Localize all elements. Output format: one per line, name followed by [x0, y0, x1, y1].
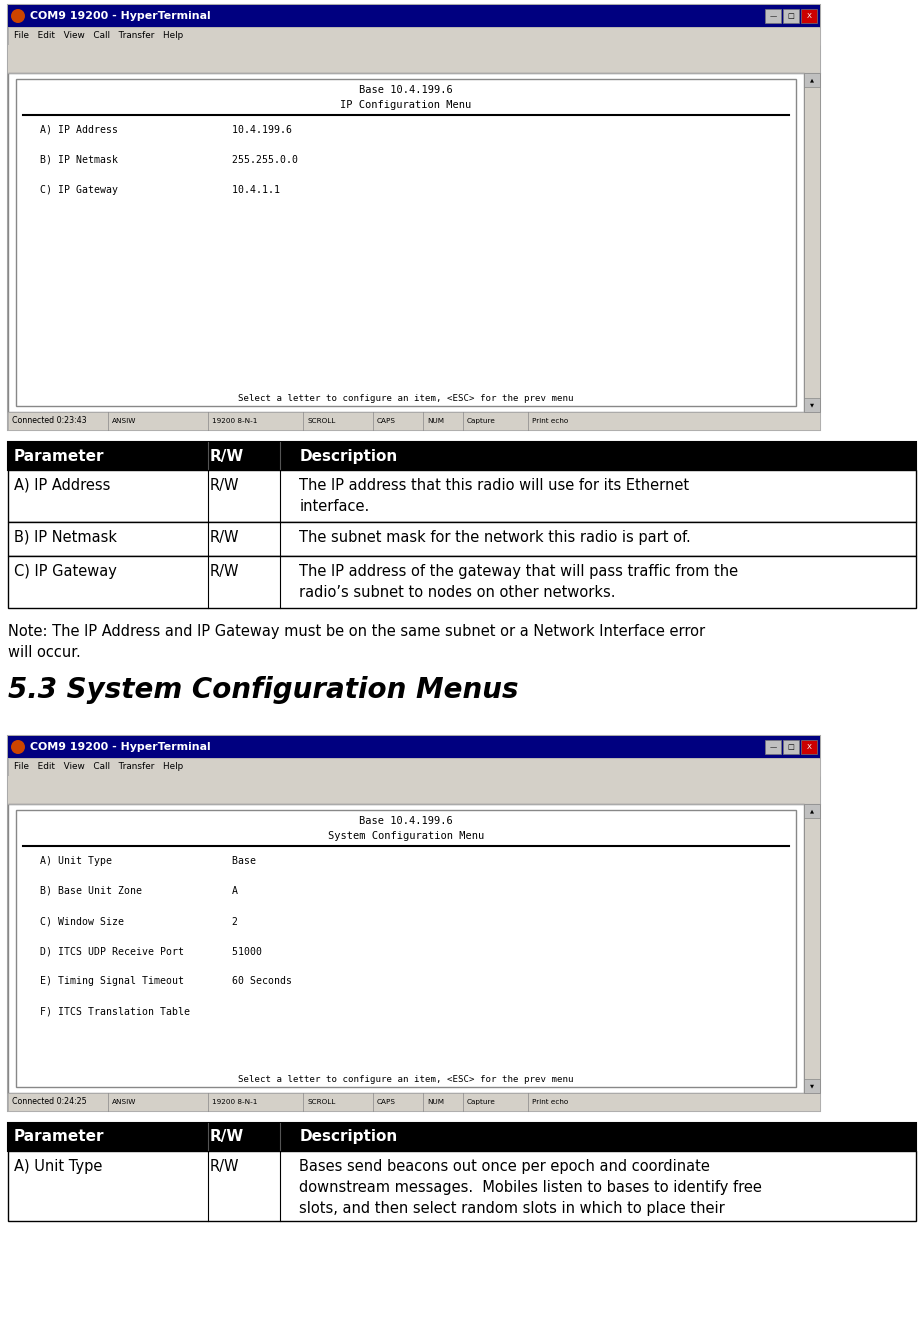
- Text: A) Unit Type: A) Unit Type: [14, 1158, 103, 1174]
- Text: Base 10.4.199.6: Base 10.4.199.6: [359, 85, 453, 96]
- Text: C) IP Gateway: C) IP Gateway: [14, 564, 116, 579]
- Bar: [8, 522, 916, 556]
- Text: Note: The IP Address and IP Gateway must be on the same subnet or a Network Inte: Note: The IP Address and IP Gateway must…: [8, 624, 705, 660]
- Text: ANSIW: ANSIW: [112, 418, 137, 425]
- Text: X: X: [807, 744, 811, 750]
- Text: C) Window Size                  2: C) Window Size 2: [16, 916, 238, 926]
- Text: The IP address that this radio will use for its Ethernet
interface.: The IP address that this radio will use …: [299, 478, 689, 514]
- Text: SCROLL: SCROLL: [307, 1099, 335, 1105]
- Bar: [804, 398, 820, 411]
- Bar: [8, 736, 820, 758]
- Bar: [8, 556, 916, 608]
- Bar: [8, 758, 820, 776]
- Text: Description: Description: [299, 1129, 397, 1144]
- Bar: [16, 80, 796, 406]
- Bar: [8, 73, 804, 411]
- Ellipse shape: [11, 740, 25, 754]
- Text: Capture: Capture: [467, 418, 496, 425]
- Bar: [804, 1079, 820, 1093]
- Text: ANSIW: ANSIW: [112, 1099, 137, 1105]
- Text: A) IP Address                   10.4.199.6: A) IP Address 10.4.199.6: [16, 125, 292, 135]
- Bar: [8, 27, 820, 45]
- Text: Description: Description: [299, 449, 397, 463]
- Bar: [8, 470, 916, 522]
- Text: R/W: R/W: [210, 449, 244, 463]
- Text: System Configuration Menu: System Configuration Menu: [328, 831, 484, 841]
- Text: R/W: R/W: [210, 564, 239, 579]
- Bar: [8, 1093, 820, 1111]
- Text: Connected 0:23:43: Connected 0:23:43: [12, 417, 87, 426]
- Text: —: —: [770, 744, 777, 750]
- Bar: [8, 442, 916, 470]
- Text: ▼: ▼: [810, 402, 814, 407]
- Text: SCROLL: SCROLL: [307, 418, 335, 425]
- Text: NUM: NUM: [427, 418, 444, 425]
- Bar: [804, 73, 820, 411]
- Bar: [8, 804, 804, 1093]
- Text: Connected 0:24:25: Connected 0:24:25: [12, 1097, 87, 1107]
- Text: File   Edit   View   Call   Transfer   Help: File Edit View Call Transfer Help: [14, 32, 183, 41]
- Text: IP Configuration Menu: IP Configuration Menu: [340, 100, 471, 110]
- Text: B) IP Netmask                   255.255.0.0: B) IP Netmask 255.255.0.0: [16, 155, 298, 165]
- Bar: [765, 9, 781, 23]
- Text: B) IP Netmask: B) IP Netmask: [14, 529, 117, 545]
- Text: ▲: ▲: [810, 77, 814, 82]
- Text: 19200 8-N-1: 19200 8-N-1: [212, 418, 258, 425]
- Bar: [8, 1151, 916, 1221]
- Text: A) IP Address: A) IP Address: [14, 478, 110, 494]
- Text: D) ITCS UDP Receive Port        51000: D) ITCS UDP Receive Port 51000: [16, 946, 262, 955]
- Text: Parameter: Parameter: [14, 449, 104, 463]
- Text: COM9 19200 - HyperTerminal: COM9 19200 - HyperTerminal: [30, 742, 211, 752]
- Bar: [8, 5, 820, 430]
- Text: File   Edit   View   Call   Transfer   Help: File Edit View Call Transfer Help: [14, 763, 183, 771]
- Text: Parameter: Parameter: [14, 1129, 104, 1144]
- Text: Select a letter to configure an item, <ESC> for the prev menu: Select a letter to configure an item, <E…: [238, 1075, 574, 1084]
- Text: Capture: Capture: [467, 1099, 496, 1105]
- Text: Select a letter to configure an item, <ESC> for the prev menu: Select a letter to configure an item, <E…: [238, 394, 574, 403]
- Text: R/W: R/W: [210, 529, 239, 545]
- Bar: [8, 5, 820, 27]
- Bar: [8, 736, 820, 1111]
- Text: B) Base Unit Zone               A: B) Base Unit Zone A: [16, 886, 238, 896]
- Bar: [8, 411, 820, 430]
- Text: NUM: NUM: [427, 1099, 444, 1105]
- Bar: [804, 73, 820, 88]
- Bar: [804, 804, 820, 1093]
- Bar: [804, 804, 820, 817]
- Text: R/W: R/W: [210, 1129, 244, 1144]
- Text: 5.3 System Configuration Menus: 5.3 System Configuration Menus: [8, 675, 518, 705]
- Text: R/W: R/W: [210, 478, 239, 494]
- Text: —: —: [770, 13, 777, 19]
- Text: Bases send beacons out once per epoch and coordinate
downstream messages.  Mobil: Bases send beacons out once per epoch an…: [299, 1158, 762, 1216]
- Bar: [8, 1123, 916, 1151]
- Ellipse shape: [11, 9, 25, 23]
- Text: C) IP Gateway                   10.4.1.1: C) IP Gateway 10.4.1.1: [16, 184, 280, 195]
- Text: The subnet mask for the network this radio is part of.: The subnet mask for the network this rad…: [299, 529, 691, 545]
- Text: E) Timing Signal Timeout        60 Seconds: E) Timing Signal Timeout 60 Seconds: [16, 975, 292, 986]
- Text: ▲: ▲: [810, 808, 814, 813]
- Text: □: □: [787, 744, 795, 750]
- Bar: [801, 740, 817, 754]
- Bar: [783, 740, 799, 754]
- Bar: [16, 809, 796, 1087]
- Text: Print echo: Print echo: [532, 1099, 568, 1105]
- Text: R/W: R/W: [210, 1158, 239, 1174]
- Text: Base 10.4.199.6: Base 10.4.199.6: [359, 816, 453, 825]
- Bar: [8, 776, 820, 804]
- Text: Print echo: Print echo: [532, 418, 568, 425]
- Text: X: X: [807, 13, 811, 19]
- Text: □: □: [787, 13, 795, 19]
- Bar: [765, 740, 781, 754]
- Text: CAPS: CAPS: [377, 1099, 396, 1105]
- Text: ▼: ▼: [810, 1084, 814, 1088]
- Text: COM9 19200 - HyperTerminal: COM9 19200 - HyperTerminal: [30, 11, 211, 21]
- Text: CAPS: CAPS: [377, 418, 396, 425]
- Text: A) Unit Type                    Base: A) Unit Type Base: [16, 856, 256, 867]
- Bar: [801, 9, 817, 23]
- Bar: [783, 9, 799, 23]
- Text: The IP address of the gateway that will pass traffic from the
radio’s subnet to : The IP address of the gateway that will …: [299, 564, 738, 600]
- Bar: [8, 45, 820, 73]
- Text: 19200 8-N-1: 19200 8-N-1: [212, 1099, 258, 1105]
- Text: F) ITCS Translation Table: F) ITCS Translation Table: [16, 1006, 190, 1016]
